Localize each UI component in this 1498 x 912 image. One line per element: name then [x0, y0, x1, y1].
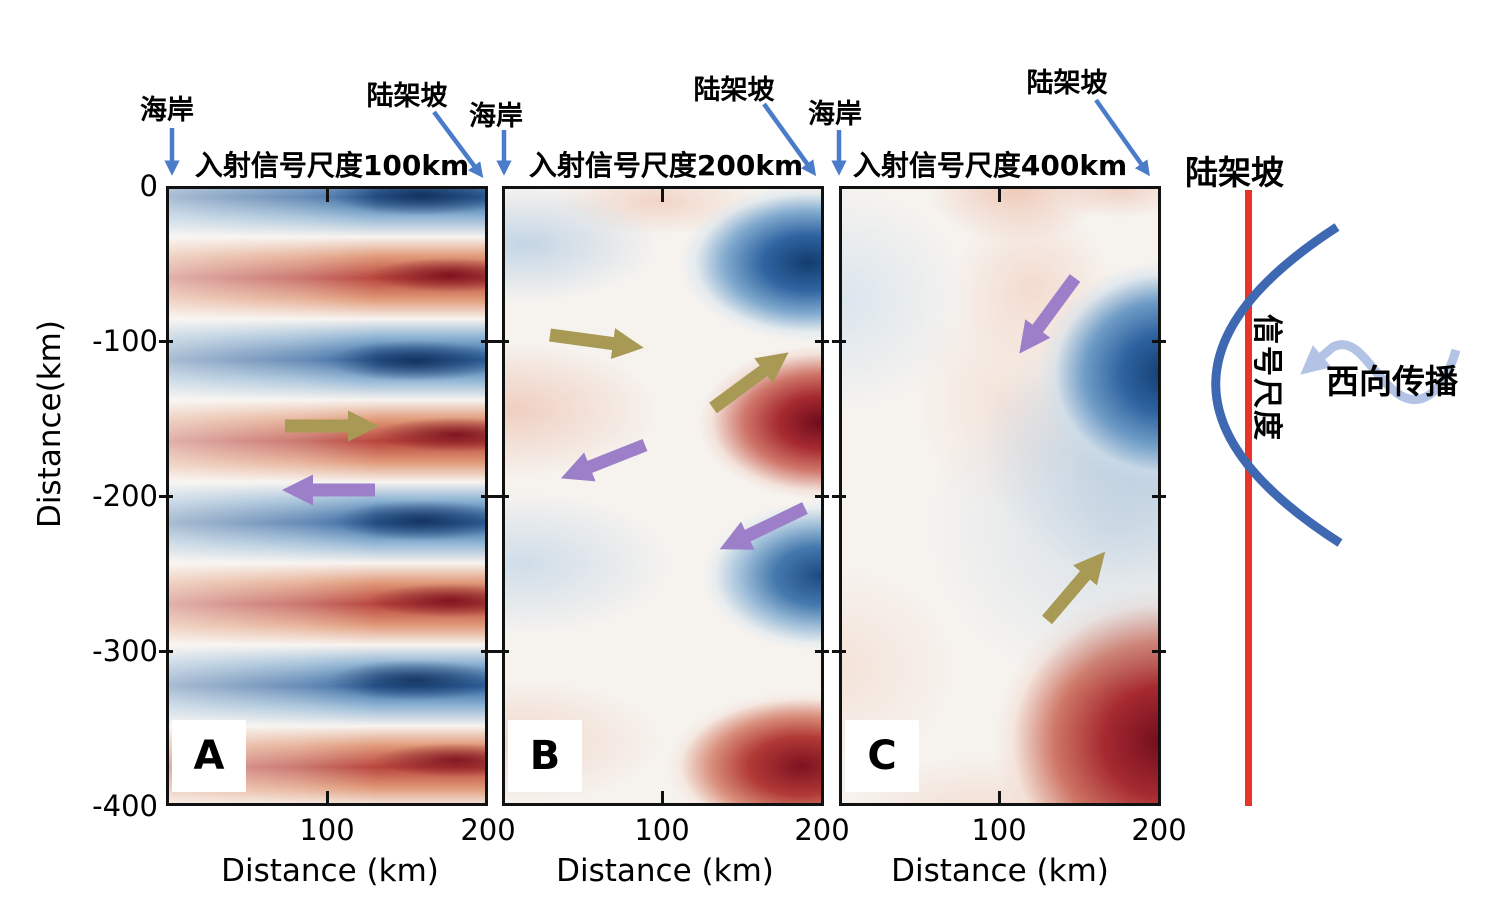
- coast-label-b: 海岸: [469, 101, 523, 132]
- y-tick-mark: [495, 650, 509, 653]
- x-tick-label: 200: [794, 813, 850, 847]
- panel-a-title: 入射信号尺度100km: [194, 149, 470, 182]
- signal-scale-curve: [1211, 223, 1343, 547]
- x-tick-mark: [998, 189, 1001, 202]
- y-tick-mark: [481, 495, 495, 498]
- x-tick-label: 200: [1131, 813, 1187, 847]
- y-tick-label: -100: [92, 324, 158, 358]
- y-tick-mark: [815, 495, 829, 498]
- olive-arrow-b2: [709, 352, 789, 414]
- westward-propagation-arrow: [1300, 340, 1461, 405]
- y-tick-mark: [481, 340, 495, 343]
- olive-arrow-b1: [549, 328, 644, 360]
- coast-label-a: 海岸: [140, 95, 194, 126]
- x-tick-label: 200: [460, 813, 516, 847]
- x-tick-mark: [998, 791, 1001, 804]
- shelf-slope-label-c: 陆架坡: [1026, 68, 1108, 99]
- contour-panel-c: [839, 186, 1161, 806]
- y-tick-mark: [832, 495, 846, 498]
- shelf-slope-label-a: 陆架坡: [366, 81, 448, 112]
- y-tick-label: -300: [92, 634, 158, 668]
- shelf-slope-arrow-c: [1094, 98, 1150, 177]
- x-tick-mark: [326, 791, 329, 804]
- y-tick-mark: [495, 340, 509, 343]
- y-tick-label: -400: [92, 789, 158, 823]
- x-axis-title-c: Distance (km): [891, 853, 1109, 889]
- y-tick-mark: [159, 650, 173, 653]
- shelf-slope-line: [1245, 190, 1252, 806]
- coast-label-c: 海岸: [808, 99, 862, 130]
- x-tick-mark: [661, 791, 664, 804]
- y-tick-mark: [815, 650, 829, 653]
- y-tick-mark: [1152, 650, 1166, 653]
- x-tick-mark: [326, 189, 329, 202]
- panel-letter: B: [529, 733, 561, 779]
- y-tick-mark: [1152, 495, 1166, 498]
- y-tick-mark: [481, 650, 495, 653]
- y-tick-mark: [159, 340, 173, 343]
- y-tick-mark: [832, 340, 846, 343]
- x-tick-label: 100: [634, 813, 690, 847]
- panel-a-corner-label: A: [172, 720, 246, 792]
- panel-b-corner-label: B: [508, 720, 582, 792]
- shelf-slope-arrow-b: [762, 102, 817, 177]
- sidebar-shelf-slope-label: 陆架坡: [1185, 153, 1284, 192]
- shelf-slope-arrow-a: [432, 110, 484, 179]
- y-tick-mark: [832, 650, 846, 653]
- westward-propagation-label: 西向传播: [1326, 362, 1458, 401]
- panel-letter: A: [193, 733, 225, 779]
- purple-arrow-b1: [560, 438, 648, 482]
- y-tick-label: 0: [139, 169, 158, 203]
- panel-b-title: 入射信号尺度200km: [528, 149, 804, 182]
- x-axis-title-a: Distance (km): [221, 853, 439, 889]
- panel-c-corner-label: C: [845, 720, 919, 792]
- shelf-slope-label-b: 陆架坡: [693, 75, 775, 106]
- y-tick-mark: [1152, 340, 1166, 343]
- contour-panel-b: [502, 186, 824, 806]
- y-tick-label: -200: [92, 479, 158, 513]
- y-tick-mark: [495, 495, 509, 498]
- y-tick-mark: [159, 495, 173, 498]
- panel-c-title: 入射信号尺度400km: [852, 149, 1128, 182]
- x-tick-label: 100: [971, 813, 1027, 847]
- panel-letter: C: [867, 733, 897, 779]
- purple-arrow-b2: [719, 502, 808, 550]
- x-tick-label: 100: [299, 813, 355, 847]
- x-tick-mark: [661, 189, 664, 202]
- purple-arrow-c: [1019, 274, 1081, 354]
- olive-arrow-c: [1042, 551, 1106, 625]
- y-tick-mark: [815, 340, 829, 343]
- x-axis-title-b: Distance (km): [556, 853, 774, 889]
